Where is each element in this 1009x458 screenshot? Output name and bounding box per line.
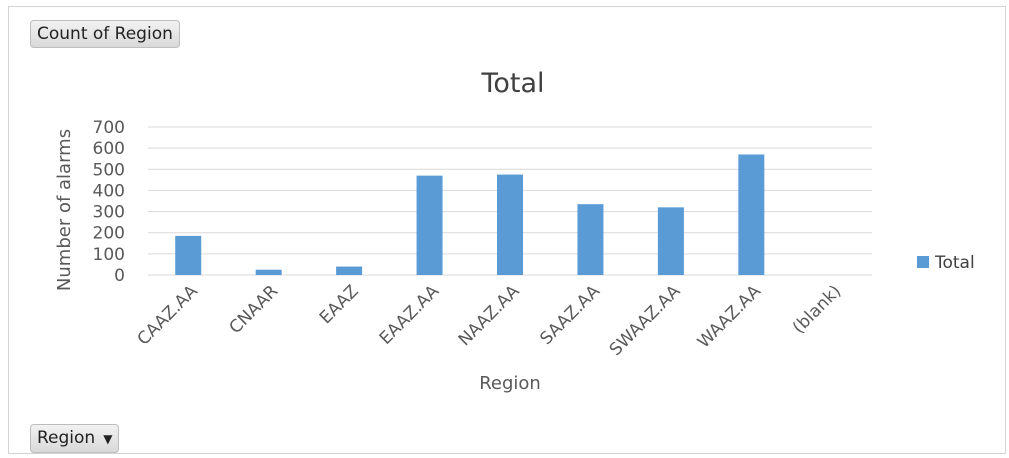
y-tick-label: 0 <box>114 266 125 286</box>
x-tick-labels: CAAZ.AA CNAAR EAAZ EAAZ.AA NAAZ.AA SAAZ.AA SWA… <box>134 281 846 360</box>
x-tick-label: EAAZ.AA <box>376 281 444 349</box>
bar <box>577 204 604 275</box>
bar <box>416 175 443 275</box>
x-tick-label: CAAZ.AA <box>134 281 202 349</box>
region-filter-button[interactable]: Region ▼ <box>30 424 120 453</box>
bar <box>175 235 202 275</box>
y-tick-label: 600 <box>93 139 125 159</box>
y-tick-label: 100 <box>93 245 125 265</box>
x-tick-label: SWAAZ.AA <box>606 281 685 360</box>
legend: Total <box>917 253 975 273</box>
legend-label: Total <box>934 253 975 273</box>
x-tick-label: WAAZ.AA <box>694 281 765 352</box>
bar <box>497 174 523 275</box>
bar <box>657 207 684 275</box>
y-tick-label: 500 <box>93 160 125 180</box>
x-axis-title: Region <box>479 373 541 394</box>
x-tick-label: NAAZ.AA <box>455 281 524 350</box>
legend-swatch <box>917 256 929 268</box>
chart-title: Total <box>480 68 544 99</box>
region-filter-label: Region <box>37 428 96 448</box>
y-tick-label: 700 <box>93 118 125 138</box>
count-of-region-button[interactable]: Count of Region <box>30 20 180 48</box>
x-tick-label: CNAAR <box>226 281 283 338</box>
y-tick-label: 300 <box>93 203 125 223</box>
chevron-down-icon: ▼ <box>103 432 113 446</box>
x-tick-label: SAAZ.AA <box>536 281 604 349</box>
bar <box>255 269 282 275</box>
bar <box>738 154 765 275</box>
y-tick-label: 200 <box>93 224 125 244</box>
y-tick-label: 400 <box>93 181 125 201</box>
bar <box>336 266 363 275</box>
y-axis-title: Number of alarms <box>54 129 75 291</box>
x-tick-label: (blank) <box>789 281 845 337</box>
bars <box>175 154 765 275</box>
x-tick-label: EAAZ <box>316 281 363 328</box>
